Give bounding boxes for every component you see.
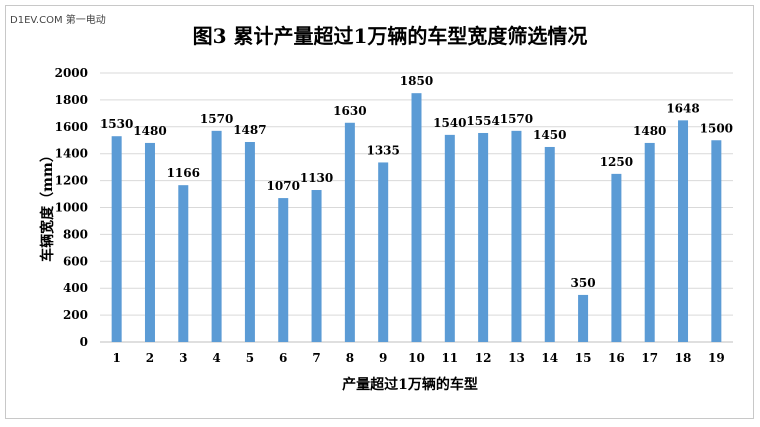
bar-2	[144, 142, 155, 342]
bar-16	[611, 173, 622, 342]
y-tick-label: 1400	[55, 147, 88, 161]
data-label-10: 1850	[400, 74, 433, 88]
x-tick-label: 11	[441, 351, 458, 365]
x-tick-label: 2	[146, 351, 154, 365]
bar-14	[544, 146, 555, 342]
y-tick-label: 200	[63, 308, 88, 322]
y-axis-ticks: 0 200 400 600 800 1000 1200 1400 1600 1800 2000	[55, 66, 88, 349]
y-tick-label: 1800	[55, 93, 88, 107]
bar-11	[444, 134, 455, 342]
bar-4	[211, 130, 222, 342]
data-label-2: 1480	[133, 124, 166, 138]
data-label-7: 1130	[300, 171, 333, 185]
data-label-4: 1570	[200, 112, 233, 126]
data-label-19: 1500	[700, 121, 733, 135]
data-label-6: 1070	[267, 179, 300, 193]
bar-8	[344, 122, 355, 342]
data-label-3: 1166	[167, 166, 200, 180]
chart-title: 图3 累计产量超过1万辆的车型宽度筛选情况	[193, 24, 588, 48]
x-tick-label: 17	[641, 351, 658, 365]
data-label-13: 1570	[500, 112, 533, 126]
y-tick-label: 1200	[55, 174, 88, 188]
bars	[111, 93, 722, 343]
bar-6	[278, 198, 289, 342]
x-tick-label: 15	[575, 351, 592, 365]
watermark: D1EV.COM 第一电动	[10, 15, 106, 26]
y-tick-label: 2000	[55, 66, 88, 80]
y-tick-label: 1600	[55, 120, 88, 134]
y-tick-label: 400	[63, 281, 88, 295]
x-tick-label: 12	[475, 351, 492, 365]
x-axis-title: 产量超过1万辆的车型	[342, 376, 478, 393]
x-tick-label: 6	[279, 351, 287, 365]
bar-17	[644, 142, 655, 342]
y-tick-label: 800	[63, 227, 88, 241]
x-tick-label: 9	[379, 351, 387, 365]
data-label-9: 1335	[366, 143, 399, 157]
x-tick-label: 3	[179, 351, 187, 365]
bar-9	[378, 162, 389, 342]
data-label-8: 1630	[333, 104, 366, 118]
x-tick-label: 14	[541, 351, 558, 365]
y-axis-title: 车辆宽度（mm）	[39, 148, 56, 262]
x-tick-label: 10	[408, 351, 425, 365]
data-labels: 1530 148011661570148710701130163013351850…	[100, 74, 733, 290]
x-tick-label: 16	[608, 351, 625, 365]
x-tick-label: 13	[508, 351, 525, 365]
bar-13	[511, 130, 522, 342]
data-label-17: 1480	[633, 124, 666, 138]
bar-5	[244, 141, 255, 342]
x-tick-label: 5	[246, 351, 254, 365]
bar-1	[111, 136, 122, 342]
y-tick-label: 600	[63, 254, 88, 268]
data-label-1: 1530	[100, 117, 133, 131]
data-label-12: 1554	[466, 114, 499, 128]
x-tick-label: 8	[346, 351, 354, 365]
y-tick-label: 0	[80, 335, 88, 349]
data-label-5: 1487	[233, 123, 266, 137]
data-label-15: 350	[571, 276, 596, 290]
y-tick-label: 1000	[55, 201, 88, 215]
x-tick-label: 18	[675, 351, 692, 365]
data-label-16: 1250	[600, 155, 633, 169]
x-tick-label: 1	[112, 351, 120, 365]
data-label-11: 1540	[433, 116, 466, 130]
x-axis-ticks: 1 2 3 4 5 6 7 8 9 10 11 12 13 14 15 16 17 18 19	[112, 351, 724, 365]
data-label-14: 1450	[533, 128, 566, 142]
bar-19	[711, 140, 722, 342]
bar-7	[311, 190, 322, 342]
x-tick-label: 4	[212, 351, 220, 365]
bar-12	[478, 132, 489, 342]
bar-18	[678, 120, 689, 343]
bar-3	[178, 185, 189, 342]
x-tick-label: 19	[708, 351, 725, 365]
x-tick-label: 7	[312, 351, 320, 365]
bar-15	[578, 294, 589, 342]
bar-10	[411, 93, 422, 342]
data-label-18: 1648	[666, 101, 699, 115]
